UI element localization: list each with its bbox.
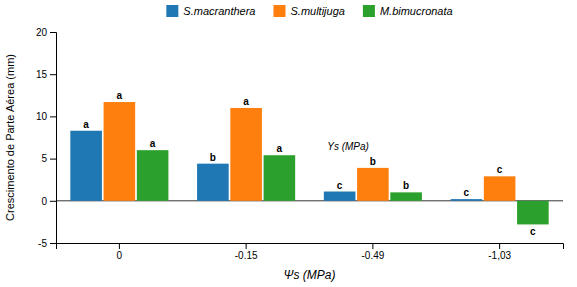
y-axis-line <box>50 33 57 244</box>
legend-swatch <box>273 5 285 17</box>
x-axis-title: Ψs (MPa) <box>284 268 336 282</box>
bars <box>70 102 548 224</box>
y-tick: -5 <box>38 238 56 249</box>
legend-swatch <box>166 5 178 17</box>
y-tick-mark <box>50 159 56 160</box>
y-axis: -5 0 5 10 15 20 <box>36 27 57 249</box>
bar-label: b <box>403 180 409 191</box>
bar <box>264 155 296 201</box>
legend-item: S.multijuga <box>273 5 344 17</box>
bar-label: a <box>277 143 283 154</box>
bar-series <box>104 102 516 201</box>
plot-area: -5 0 5 10 15 20 0 -0.15 -0.49 -1,03 a b c c a a b c a a b c Ys… <box>36 27 564 261</box>
legend-item: M.bimucronata <box>363 5 453 17</box>
y-tick: 5 <box>41 153 56 164</box>
y-tick-mark <box>50 243 56 244</box>
bar <box>390 192 422 200</box>
y-tick: 0 <box>41 196 56 207</box>
x-tick-label: -0.15 <box>235 250 258 261</box>
bar <box>517 201 549 225</box>
bar <box>484 176 516 200</box>
bar-label: b <box>370 156 376 167</box>
y-tick-label: -5 <box>38 238 47 249</box>
y-tick-mark <box>50 32 56 33</box>
y-axis-title: Crescimento de Parte Aérea (mm) <box>4 54 16 221</box>
x-tick-mark <box>372 243 373 249</box>
y-tick: 15 <box>36 69 56 80</box>
x-tick-mark <box>119 243 120 249</box>
bar <box>137 150 169 201</box>
bar-labels: a b c c a a b c a a b c <box>83 90 536 236</box>
x-axis: 0 -0.15 -0.49 -1,03 <box>57 243 564 261</box>
legend-swatch <box>363 5 375 17</box>
bar-label: c <box>497 164 503 175</box>
chart: -5 0 5 10 15 20 0 -0.15 -0.49 -1,03 a b c c a a b c a a b c Ys… <box>0 0 577 287</box>
bar <box>70 131 102 201</box>
y-tick-mark <box>50 201 56 202</box>
legend-label: S.multijuga <box>290 5 344 17</box>
bar <box>197 164 229 201</box>
annotation: Ys (MPa) <box>327 141 369 152</box>
bar <box>357 168 389 201</box>
y-tick: 10 <box>36 111 56 122</box>
y-tick-mark <box>50 116 56 117</box>
x-tick: -1,03 <box>488 243 511 261</box>
bar-label: a <box>150 138 156 149</box>
y-tick-label: 15 <box>36 69 48 80</box>
bar-label: a <box>117 90 123 101</box>
bar-label: c <box>530 226 536 237</box>
x-tick-mark <box>246 243 247 249</box>
y-tick-label: 20 <box>36 27 48 38</box>
y-tick-label: 10 <box>36 111 48 122</box>
legend: S.macranthera S.multijuga M.bimucronata <box>166 5 452 17</box>
legend-label: M.bimucronata <box>380 5 453 17</box>
bar-label: a <box>243 96 249 107</box>
x-tick: 0 <box>117 243 123 261</box>
x-tick: -0.15 <box>235 243 258 261</box>
bar <box>324 192 356 201</box>
x-tick-label: -1,03 <box>488 250 511 261</box>
bar <box>230 108 262 201</box>
x-tick-label: 0 <box>117 250 123 261</box>
x-tick-mark <box>499 243 500 249</box>
x-tick-label: -0.49 <box>361 250 384 261</box>
bar-label: a <box>83 119 89 130</box>
y-tick-mark <box>50 74 56 75</box>
bar-label: c <box>464 187 470 198</box>
y-tick-label: 0 <box>41 196 47 207</box>
bar-label: b <box>210 152 216 163</box>
bar-series <box>137 150 549 224</box>
y-tick: 20 <box>36 27 56 38</box>
bar <box>104 102 136 201</box>
legend-label: S.macranthera <box>183 5 255 17</box>
y-tick-label: 5 <box>41 153 47 164</box>
x-tick: -0.49 <box>361 243 384 261</box>
bar-label: c <box>337 180 343 191</box>
legend-item: S.macranthera <box>166 5 255 17</box>
x-axis-line <box>57 244 564 250</box>
bar <box>451 199 483 201</box>
